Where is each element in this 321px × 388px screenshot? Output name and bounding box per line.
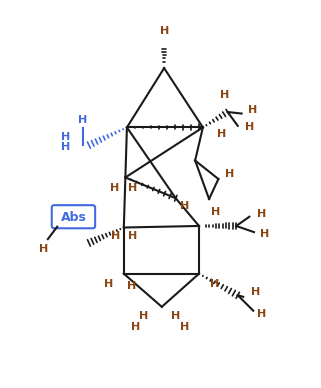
Text: H: H [210,279,219,289]
Text: H: H [110,183,119,193]
Text: H: H [61,132,70,142]
Text: H: H [111,230,121,241]
Text: H: H [180,201,190,211]
Text: H: H [128,230,138,241]
Text: H: H [217,128,226,139]
Text: H: H [257,309,266,319]
Text: H: H [225,170,234,179]
Text: H: H [104,279,113,289]
Text: H: H [180,322,190,332]
Text: H: H [39,244,48,254]
Text: H: H [212,207,221,217]
Text: H: H [128,183,138,193]
Text: H: H [245,122,254,132]
Text: H: H [131,322,140,332]
Text: H: H [251,287,260,297]
Text: H: H [127,281,136,291]
FancyBboxPatch shape [52,205,95,228]
Text: H: H [220,90,229,100]
Text: H: H [171,311,180,321]
Text: H: H [78,115,87,125]
Text: Abs: Abs [61,211,86,224]
Text: H: H [248,106,257,116]
Text: H: H [160,26,169,36]
Text: H: H [260,229,269,239]
Text: H: H [257,209,266,219]
Text: H: H [139,311,148,321]
Text: H: H [61,142,70,152]
